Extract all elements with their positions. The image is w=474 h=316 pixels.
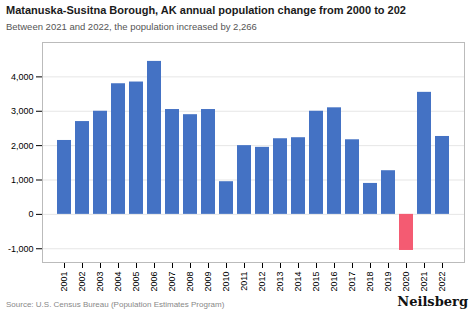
- svg-text:2018: 2018: [365, 272, 375, 292]
- svg-text:4,000: 4,000: [11, 72, 34, 82]
- svg-text:2009: 2009: [203, 272, 213, 292]
- svg-text:2011: 2011: [239, 272, 249, 291]
- svg-text:2015: 2015: [311, 272, 321, 292]
- svg-text:2008: 2008: [185, 272, 195, 292]
- svg-text:0: 0: [28, 209, 33, 219]
- svg-text:2022: 2022: [437, 272, 447, 292]
- svg-text:2012: 2012: [257, 272, 267, 292]
- html-text:Source: U.S. Census Bureau (Po: Source: U.S. Census Bureau (Population E…: [6, 300, 225, 310]
- svg-text:2020: 2020: [401, 272, 411, 292]
- svg-text:2013: 2013: [275, 272, 285, 292]
- svg-text:2007: 2007: [167, 272, 177, 292]
- svg-text:2001: 2001: [59, 272, 69, 292]
- html-text:Neilsberg: Neilsberg: [397, 294, 468, 310]
- svg-text:2021: 2021: [419, 272, 429, 292]
- svg-text:2017: 2017: [347, 272, 357, 292]
- svg-text:2014: 2014: [293, 272, 303, 292]
- svg-text:2010: 2010: [221, 272, 231, 292]
- html-text:Matanuska-Susitna Borough, AK: Matanuska-Susitna Borough, AK annual pop…: [6, 4, 406, 16]
- svg-text:1,000: 1,000: [11, 175, 34, 185]
- svg-text:2002: 2002: [77, 272, 87, 292]
- svg-text:3,000: 3,000: [11, 106, 34, 116]
- svg-text:2,000: 2,000: [11, 141, 34, 151]
- svg-text:2003: 2003: [95, 272, 105, 292]
- svg-text:2006: 2006: [149, 272, 159, 292]
- svg-text:2004: 2004: [113, 272, 123, 292]
- svg-text:2005: 2005: [131, 272, 141, 292]
- svg-text:2019: 2019: [383, 272, 393, 292]
- html-text:Between 2021 and 2022, the pop: Between 2021 and 2022, the population in…: [6, 20, 257, 32]
- svg-text:2016: 2016: [329, 272, 339, 292]
- svg-text:-1,000: -1,000: [8, 244, 34, 254]
